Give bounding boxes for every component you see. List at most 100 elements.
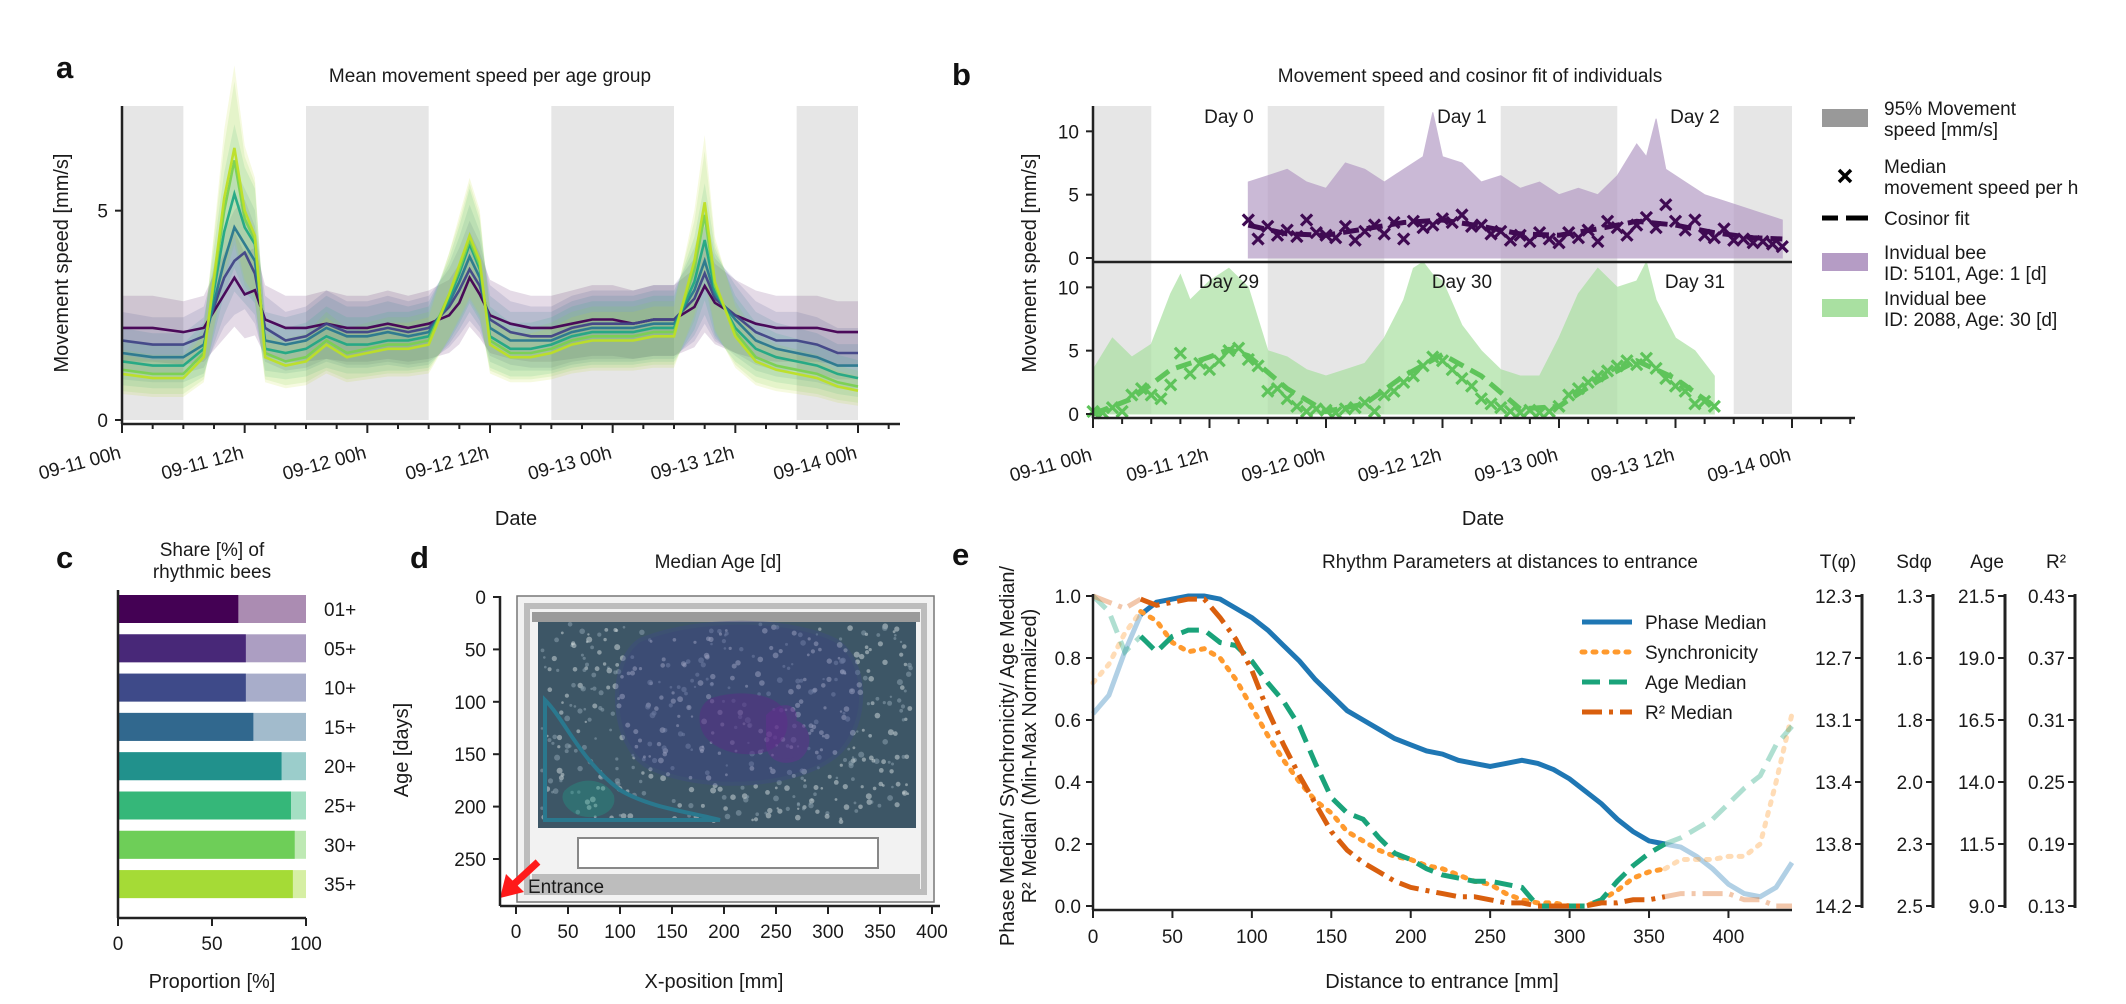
right-axis-tick-label: 1.8 [1897,711,1923,732]
x-tick-label: 09-13 12h [1589,445,1677,487]
bar [118,870,293,899]
bee-dot [751,654,755,658]
bee-dot [791,630,797,636]
panel-d-letter: d [410,540,429,575]
median-marker [1154,392,1168,406]
bee-dot [826,676,832,683]
bee-dot [658,757,664,764]
bee-dot [620,675,624,679]
bee-dot [797,807,800,810]
bee-dot [602,662,607,666]
bee-dot [844,716,851,722]
bee-dot [582,656,586,660]
median-marker [1416,220,1430,235]
bee-dot [711,731,715,735]
median-marker [1765,237,1780,251]
bee-dot [897,698,902,703]
x-tick-label: 0 [511,922,522,943]
y-tick-label: 250 [454,850,486,871]
bee-dot [836,642,843,648]
median-marker [1630,357,1644,372]
median-marker [1406,214,1421,228]
bee-dot [741,793,748,799]
bee-dot [865,793,872,800]
median-marker [1222,344,1236,358]
bee-dot [866,669,871,673]
bee-dot [631,765,635,770]
median-marker [1290,399,1304,414]
median-marker [1756,234,1770,249]
bee-dot [693,640,697,644]
bee-dot [881,759,886,765]
bee-dot [737,714,743,720]
y-tick-label: 0.8 [1055,649,1081,670]
legend-label: Synchronicity [1645,643,1758,664]
bee-dot [771,753,774,757]
bee-dot [891,785,894,789]
bee-dot [847,625,853,631]
bee-dot [630,655,635,659]
bee-dot [633,729,639,735]
median-marker [1387,384,1401,398]
y-tick-label: 0 [1068,405,1079,426]
bee-dot [742,722,746,726]
bee-dot [810,728,814,733]
bee-dot [903,662,908,667]
median-marker [1513,406,1527,420]
y-tick-label: 50 [465,640,486,661]
bee-dot [660,775,666,782]
bee-dot [858,751,865,758]
bee-dot [907,706,913,711]
bar [118,712,254,741]
right-axis-tick-label: 16.5 [1958,711,1995,732]
bee-dot [709,699,715,704]
median-marker [1678,384,1692,398]
bee-dot [893,731,898,736]
bee-dot [619,693,625,700]
bee-dot [849,729,856,736]
night-shade [551,106,674,420]
x-tick-label: 09-14 00h [1705,445,1793,487]
bee-dot [690,748,693,751]
bee-dot [773,795,779,802]
median-marker [1668,214,1683,228]
median-marker [1620,228,1634,242]
bee-dot [659,727,666,733]
bee-dot [824,733,830,740]
night-shade [796,106,858,420]
bee-dot [789,745,794,749]
bee-dot [839,763,843,767]
bee-dot [573,705,577,708]
bee-dot [728,646,732,651]
bee-dot [572,667,578,672]
legend-marker [1837,168,1853,184]
bee-dot [844,672,847,675]
bee-dot [784,708,788,712]
bee-dot [740,785,745,790]
bee-dot [627,813,634,819]
panel-b: b Movement speed and cosinor fit of indiv… [952,57,2078,530]
bee-dot [894,802,900,808]
x-tick-label: 150 [656,922,688,943]
median-marker [1474,392,1488,406]
median-marker [1435,212,1450,226]
median-marker [1610,359,1624,373]
bar [118,595,239,623]
night-shade [306,106,429,420]
panel-a-title: Mean movement speed per age group [329,66,651,87]
bee-dot [639,629,645,635]
x-tick-label: 250 [1474,927,1506,948]
right-axis-tick-label: 0.43 [2028,587,2065,608]
bee-dot [857,689,864,696]
median-marker [1649,361,1663,376]
median-marker [1494,224,1508,239]
bee-dot [766,731,773,738]
bee-dot [808,731,812,735]
bee-dot [842,711,846,715]
bee-dot [551,741,555,745]
bee-dot [581,744,587,750]
y-tick-label: 150 [454,745,486,766]
x-tick-label: 09-12 12h [403,443,491,485]
bee-dot [812,687,818,693]
bee-dot [654,706,659,711]
